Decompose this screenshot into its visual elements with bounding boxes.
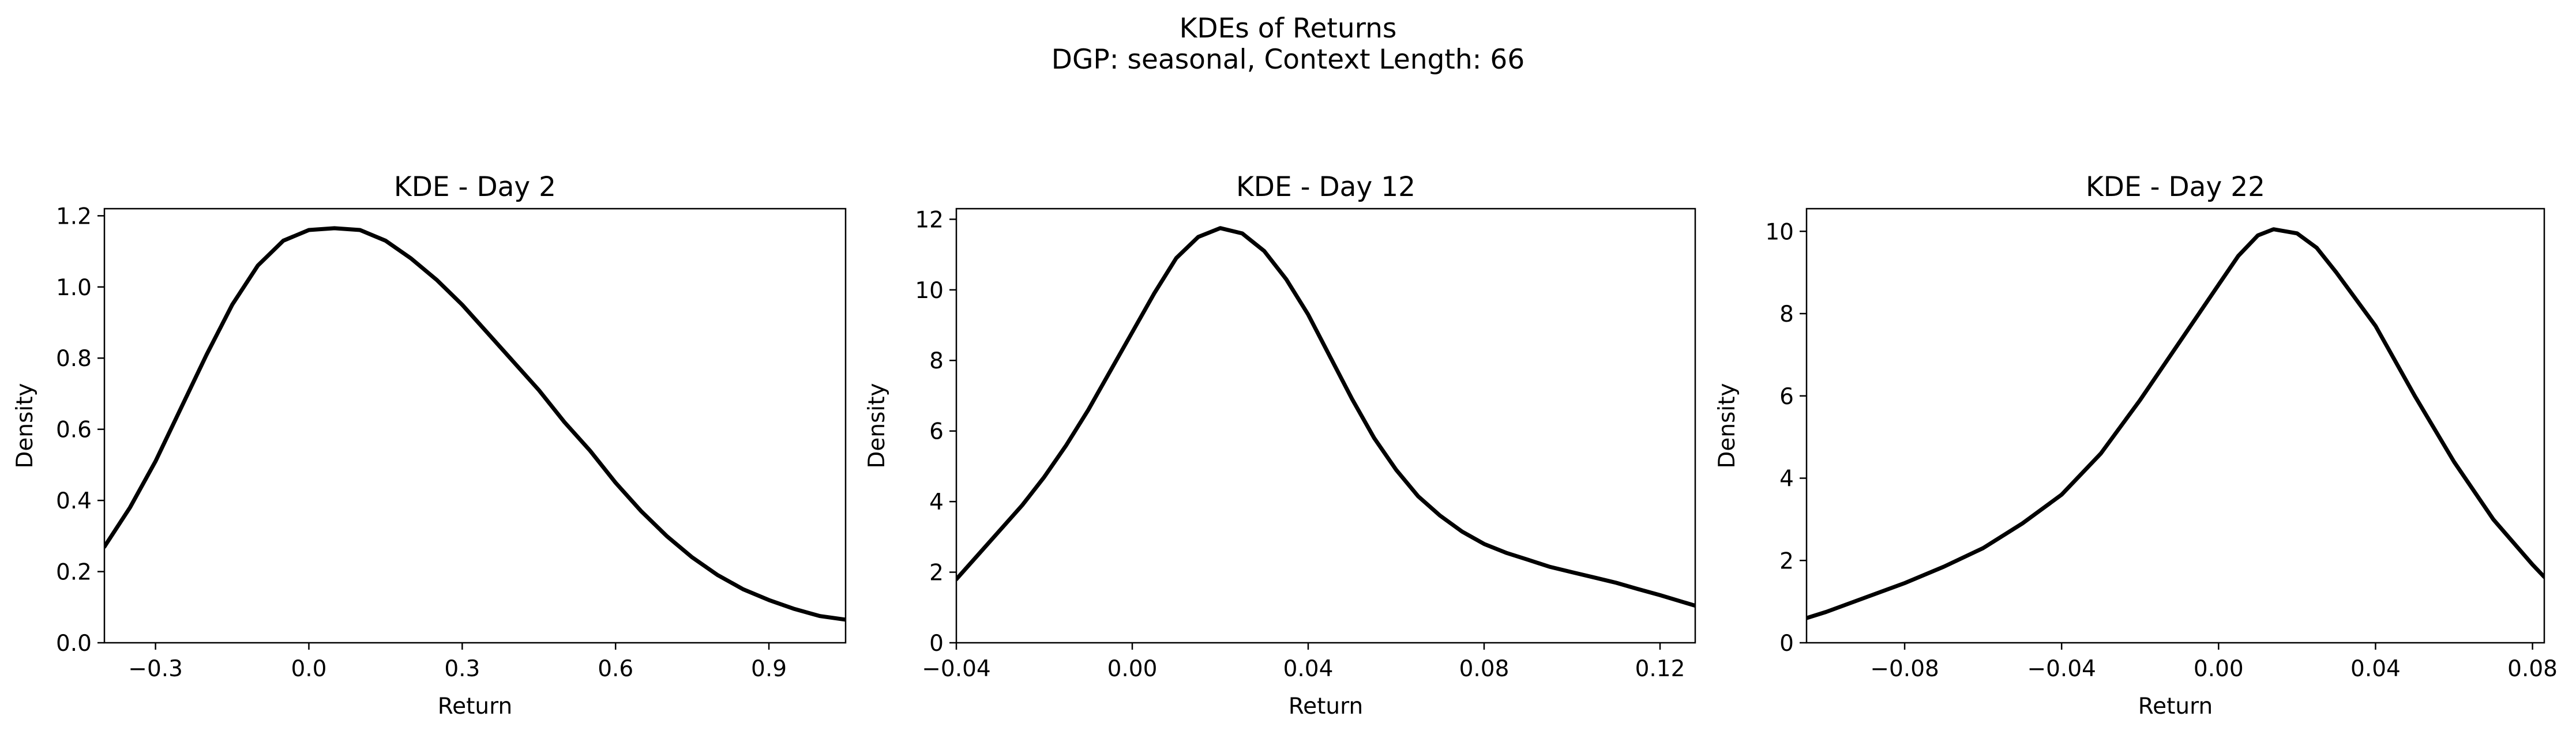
- x-tick-label: −0.3: [128, 656, 183, 682]
- x-tick-label: 0.6: [598, 656, 633, 682]
- y-tick-label: 1.0: [56, 275, 92, 301]
- kde-line: [956, 226, 1695, 608]
- x-tick-label: −0.04: [922, 656, 991, 682]
- x-tick-label: 0.3: [444, 656, 480, 682]
- y-tick-label: 10: [915, 278, 944, 304]
- y-tick-label: 6: [1779, 384, 1794, 410]
- x-axis-label: Return: [1289, 693, 1363, 719]
- axes-frame: [103, 208, 847, 644]
- y-tick-label: 10: [1765, 219, 1794, 245]
- x-tick-label: −0.08: [1870, 656, 1939, 682]
- y-tick-label: 1.2: [56, 203, 92, 229]
- x-tick-label: 0.12: [1635, 656, 1685, 682]
- x-tick-label: 0.08: [2507, 656, 2558, 682]
- subplot-3: −0.08 −0.04 0.00 0.04 0.08 0 2 4 6 8 10 KDE - Day 2…: [1714, 171, 2558, 719]
- y-axis-label: Density: [864, 383, 890, 468]
- x-tick-label: 0.04: [2350, 656, 2401, 682]
- subplot-title: KDE - Day 2: [394, 171, 556, 203]
- y-tick-label: 2: [1779, 548, 1794, 574]
- subplot-title: KDE - Day 12: [1236, 171, 1415, 203]
- figure-subtitle: DGP: seasonal, Context Length: 66: [1051, 44, 1525, 76]
- y-axis-label: Density: [12, 383, 38, 468]
- y-tick-label: 8: [929, 348, 944, 374]
- y-tick-label: 0.8: [56, 346, 92, 372]
- x-tick-label: 0.08: [1459, 656, 1509, 682]
- kde-line: [1807, 227, 2544, 620]
- y-tick-label: 0: [1779, 631, 1794, 657]
- y-axis-label: Density: [1714, 383, 1740, 468]
- x-tick-label: −0.04: [2027, 656, 2096, 682]
- x-tick-label: 0.9: [751, 656, 787, 682]
- subplot-2: −0.04 0.00 0.04 0.08 0.12 0 2 4 6 8 10 12 KDE - Day …: [864, 171, 1696, 719]
- x-axis-label: Return: [2138, 693, 2213, 719]
- y-tick-label: 8: [1779, 301, 1794, 327]
- y-tick-label: 0: [929, 631, 944, 657]
- y-tick-label: 12: [915, 207, 944, 233]
- y-tick-label: 0.2: [56, 560, 92, 586]
- y-tick-label: 0.6: [56, 417, 92, 443]
- y-tick-label: 0.0: [56, 631, 92, 657]
- kde-line: [104, 226, 846, 622]
- subplot-title: KDE - Day 22: [2086, 171, 2265, 203]
- x-tick-label: 0.00: [2194, 656, 2244, 682]
- y-tick-label: 4: [929, 489, 944, 515]
- axes-frame: [955, 208, 1696, 644]
- axes-frame: [1805, 208, 2545, 644]
- y-tick-label: 0.4: [56, 488, 92, 514]
- y-tick-label: 6: [929, 419, 944, 445]
- y-tick-label: 4: [1779, 466, 1794, 492]
- subplot-1: −0.3 0.0 0.3 0.6 0.9 0.0 0.2 0.4 0.6 0.8 1.0 1.2 KDE…: [12, 171, 847, 719]
- figure-title: KDEs of Returns: [1179, 13, 1397, 44]
- x-tick-label: 0.04: [1283, 656, 1334, 682]
- x-axis-label: Return: [438, 693, 512, 719]
- x-tick-label: 0.00: [1107, 656, 1158, 682]
- y-tick-label: 2: [929, 560, 944, 586]
- x-tick-label: 0.0: [291, 656, 326, 682]
